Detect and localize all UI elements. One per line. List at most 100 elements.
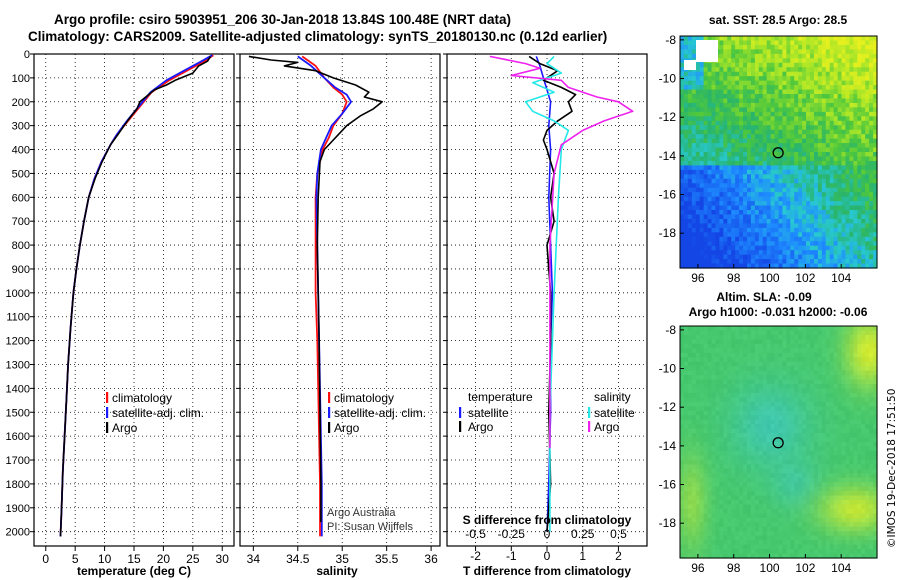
pressure-tick-label: 400 xyxy=(12,145,30,157)
sst-map-xtick-label: 102 xyxy=(795,271,815,285)
sst-map-xtick-label: 104 xyxy=(831,271,851,285)
sal-legend-label: Argo xyxy=(334,421,360,435)
sla-map-argo-marker xyxy=(772,437,784,449)
pressure-tick-label: 1600 xyxy=(6,431,30,443)
sla-map-xtick-label: 98 xyxy=(727,561,741,575)
sal-legend-swatch xyxy=(328,407,331,418)
temp-legend-label: Argo xyxy=(112,421,138,435)
diff-series-s-satellite xyxy=(524,55,570,532)
pressure-tick-label: 2000 xyxy=(6,527,30,539)
pressure-tick-label: 300 xyxy=(12,121,30,133)
temp-xtick-label: 20 xyxy=(157,552,171,566)
pressure-tick-label: 1000 xyxy=(6,288,30,300)
sla-map-ytick-label: -16 xyxy=(659,478,677,492)
sst-map-title: sat. SST: 28.5 Argo: 28.5 xyxy=(709,13,848,27)
diff-legend-temp-label: Argo xyxy=(468,420,494,434)
diff-legend-sal-swatch xyxy=(588,421,591,432)
sal-legend-swatch xyxy=(328,392,331,403)
pressure-tick-label: 800 xyxy=(12,240,30,252)
sst-map-missing-patch xyxy=(696,40,718,62)
pressure-tick-label: 200 xyxy=(12,97,30,109)
sst-map-ytick-label: -8 xyxy=(665,33,676,47)
sal-xtick-label: 36 xyxy=(424,552,438,566)
temp-xtick-label: 10 xyxy=(98,552,112,566)
diff-s-xtick-label: 0 xyxy=(544,527,551,541)
sla-map-frame xyxy=(679,325,878,559)
sst-map-missing-patch xyxy=(684,60,696,70)
temp-legend-swatch xyxy=(106,392,109,403)
diff-xtick-label: 1 xyxy=(579,549,586,563)
diff-legend-sal-label: Argo xyxy=(594,420,620,434)
sla-map-xtick-label: 102 xyxy=(795,561,815,575)
sal-legend-swatch xyxy=(328,422,331,433)
diff-legend-sal-swatch xyxy=(588,407,591,418)
pressure-tick-label: 0 xyxy=(24,49,30,61)
temp-legend-swatch xyxy=(106,422,109,433)
sla-map-ytick-label: -8 xyxy=(665,323,676,337)
sla-map-ytick-label: -10 xyxy=(659,362,677,376)
figure-title-line1: Argo profile: csiro 5903951_206 30-Jan-2… xyxy=(54,12,511,27)
pressure-tick-label: 900 xyxy=(12,264,30,276)
temp-xtick-label: 5 xyxy=(72,552,79,566)
sla-map-cells xyxy=(680,326,878,559)
pressure-tick-label: 500 xyxy=(12,168,30,180)
sal-annotation-pi: PI: Susan Wijffels xyxy=(327,521,413,533)
sal-legend-label: climatology xyxy=(334,391,394,405)
sst-map-ytick-label: -18 xyxy=(659,226,677,240)
diff-legend-temp-swatch xyxy=(459,407,462,418)
diff-xtick-label: -2 xyxy=(470,549,481,563)
temp-xtick-label: 25 xyxy=(186,552,200,566)
sla-map-xtick-label: 104 xyxy=(831,561,851,575)
diff-s-xtick-label: -0.5 xyxy=(465,527,486,541)
temp-xtick-label: 15 xyxy=(127,552,141,566)
sst-map-xtick-label: 98 xyxy=(727,271,741,285)
pressure-tick-label: 1800 xyxy=(6,479,30,491)
pressure-tick-label: 600 xyxy=(12,192,30,204)
diff-s-xtick-label: -0.25 xyxy=(498,527,526,541)
temp-series-argo xyxy=(59,55,212,537)
sla-map-ytick-label: -18 xyxy=(659,516,677,530)
temp-xtick-label: 30 xyxy=(216,552,230,566)
sst-map-xtick-label: 100 xyxy=(760,271,780,285)
sst-map-ytick-label: -16 xyxy=(659,188,677,202)
temp-legend-label: climatology xyxy=(112,391,172,405)
diff-legend-sal-title: salinity xyxy=(594,390,631,404)
sst-map-ytick-label: -10 xyxy=(659,72,677,86)
diff-legend-temp-title: temperature xyxy=(468,390,533,404)
sal-series-climatology xyxy=(301,55,348,537)
pressure-tick-label: 1200 xyxy=(6,336,30,348)
sal-series-argo xyxy=(248,55,384,523)
pressure-tick-label: 700 xyxy=(12,216,30,228)
sal-xtick-label: 35.5 xyxy=(375,552,399,566)
sal-xtick-label: 35 xyxy=(336,552,350,566)
sst-map-ytick-label: -12 xyxy=(659,110,677,124)
temp-frame xyxy=(33,53,235,547)
diff-s-xtick-label: 0.25 xyxy=(571,527,595,541)
pressure-tick-label: 1500 xyxy=(6,407,30,419)
sla-map-ytick-label: -12 xyxy=(659,400,677,414)
diff-s-xtick-label: 0.5 xyxy=(610,527,627,541)
temp-xlabel: temperature (deg C) xyxy=(77,564,191,578)
sal-xtick-label: 34 xyxy=(247,552,261,566)
sst-map-frame xyxy=(679,35,878,269)
sal-xlabel: salinity xyxy=(316,564,358,578)
sal-xtick-label: 34.5 xyxy=(286,552,310,566)
pressure-tick-label: 1700 xyxy=(6,455,30,467)
temp-legend-swatch xyxy=(106,407,109,418)
diff-series-s-argo xyxy=(489,55,634,449)
sst-map-cells xyxy=(680,36,878,269)
diff-legend-sal-label: satellite xyxy=(594,406,635,420)
sst-map-ytick-label: -14 xyxy=(659,149,677,163)
sal-legend-label: satellite-adj. clim. xyxy=(334,406,426,420)
sst-map-xtick-label: 96 xyxy=(691,271,705,285)
temp-xtick-label: 0 xyxy=(42,552,49,566)
sal-annotation-argo-australia: Argo Australia xyxy=(327,507,396,519)
diff-xlabel: T difference from climatology xyxy=(463,564,631,578)
diff-s-xlabel: S difference from climatology xyxy=(463,513,632,527)
diff-legend-temp-swatch xyxy=(459,421,462,432)
pressure-tick-label: 1900 xyxy=(6,503,30,515)
pressure-tick-label: 1300 xyxy=(6,359,30,371)
sst-map-argo-marker xyxy=(772,147,784,159)
diff-xtick-label: 2 xyxy=(615,549,622,563)
sla-map-xtick-label: 96 xyxy=(691,561,705,575)
